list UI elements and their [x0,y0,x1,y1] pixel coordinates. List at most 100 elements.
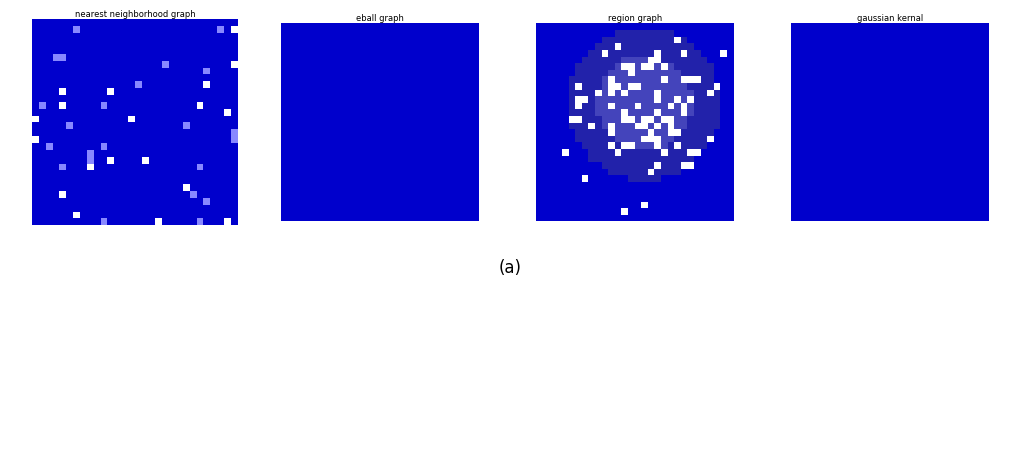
Point [689,155,705,162]
Point [178,149,195,157]
Point [219,53,235,61]
Point [577,122,593,129]
Point [276,168,292,175]
Point [41,19,57,26]
Point [362,207,378,215]
Point [832,181,848,188]
Point [328,63,344,70]
Point [461,115,477,123]
Point [388,115,405,123]
Point [583,36,599,44]
Point [643,56,659,63]
Point [434,56,450,63]
Point [447,95,464,103]
Point [130,170,147,177]
Point [41,67,57,75]
Point [316,128,332,136]
Point [289,188,306,195]
Point [786,82,802,90]
Point [676,23,692,31]
Point [123,87,140,95]
Point [871,23,888,31]
Point [963,135,979,142]
Point [609,122,626,129]
Point [35,53,51,61]
Point [335,181,352,188]
Point [158,163,174,171]
Point [963,214,979,221]
Point [911,95,927,103]
Point [164,74,180,81]
Point [702,181,718,188]
Point [185,81,202,88]
Point [341,214,358,221]
Point [708,89,725,96]
Point [930,30,947,37]
Point [884,56,901,63]
Point [924,115,941,123]
Point [884,188,901,195]
Point [28,163,44,171]
Point [950,168,966,175]
Point [715,181,732,188]
Point [96,122,112,129]
Point [970,181,986,188]
Point [877,194,894,202]
Point [564,161,580,169]
Point [695,30,711,37]
Point [116,47,132,54]
Point [90,67,106,75]
Point [838,76,854,83]
Point [682,174,698,182]
Point [930,102,947,110]
Point [48,149,64,157]
Point [282,201,299,208]
Point [427,95,443,103]
Point [662,168,679,175]
Point [924,128,941,136]
Point [721,161,738,169]
Point [715,174,732,182]
Point [577,194,593,202]
Point [702,82,718,90]
Point [944,102,960,110]
Point [362,23,378,31]
Point [296,128,312,136]
Point [656,128,673,136]
Point [891,95,907,103]
Point [936,43,953,50]
Point [708,201,725,208]
Point [96,81,112,88]
Point [368,36,384,44]
Point [812,128,828,136]
Point [461,109,477,116]
Point [335,69,352,77]
Point [303,141,319,149]
Point [544,122,560,129]
Point [355,102,371,110]
Point [178,53,195,61]
Point [708,122,725,129]
Point [213,211,229,219]
Point [461,102,477,110]
Point [151,60,167,68]
Point [976,174,993,182]
Point [577,102,593,110]
Point [689,23,705,31]
Point [832,135,848,142]
Point [151,19,167,26]
Point [550,36,567,44]
Point [144,190,160,198]
Point [643,115,659,123]
Point [185,177,202,184]
Point [630,207,646,215]
Point [898,168,914,175]
Point [936,194,953,202]
Point [957,76,973,83]
Point [434,181,450,188]
Point [388,69,405,77]
Point [858,168,874,175]
Point [695,56,711,63]
Point [96,211,112,219]
Point [328,23,344,31]
